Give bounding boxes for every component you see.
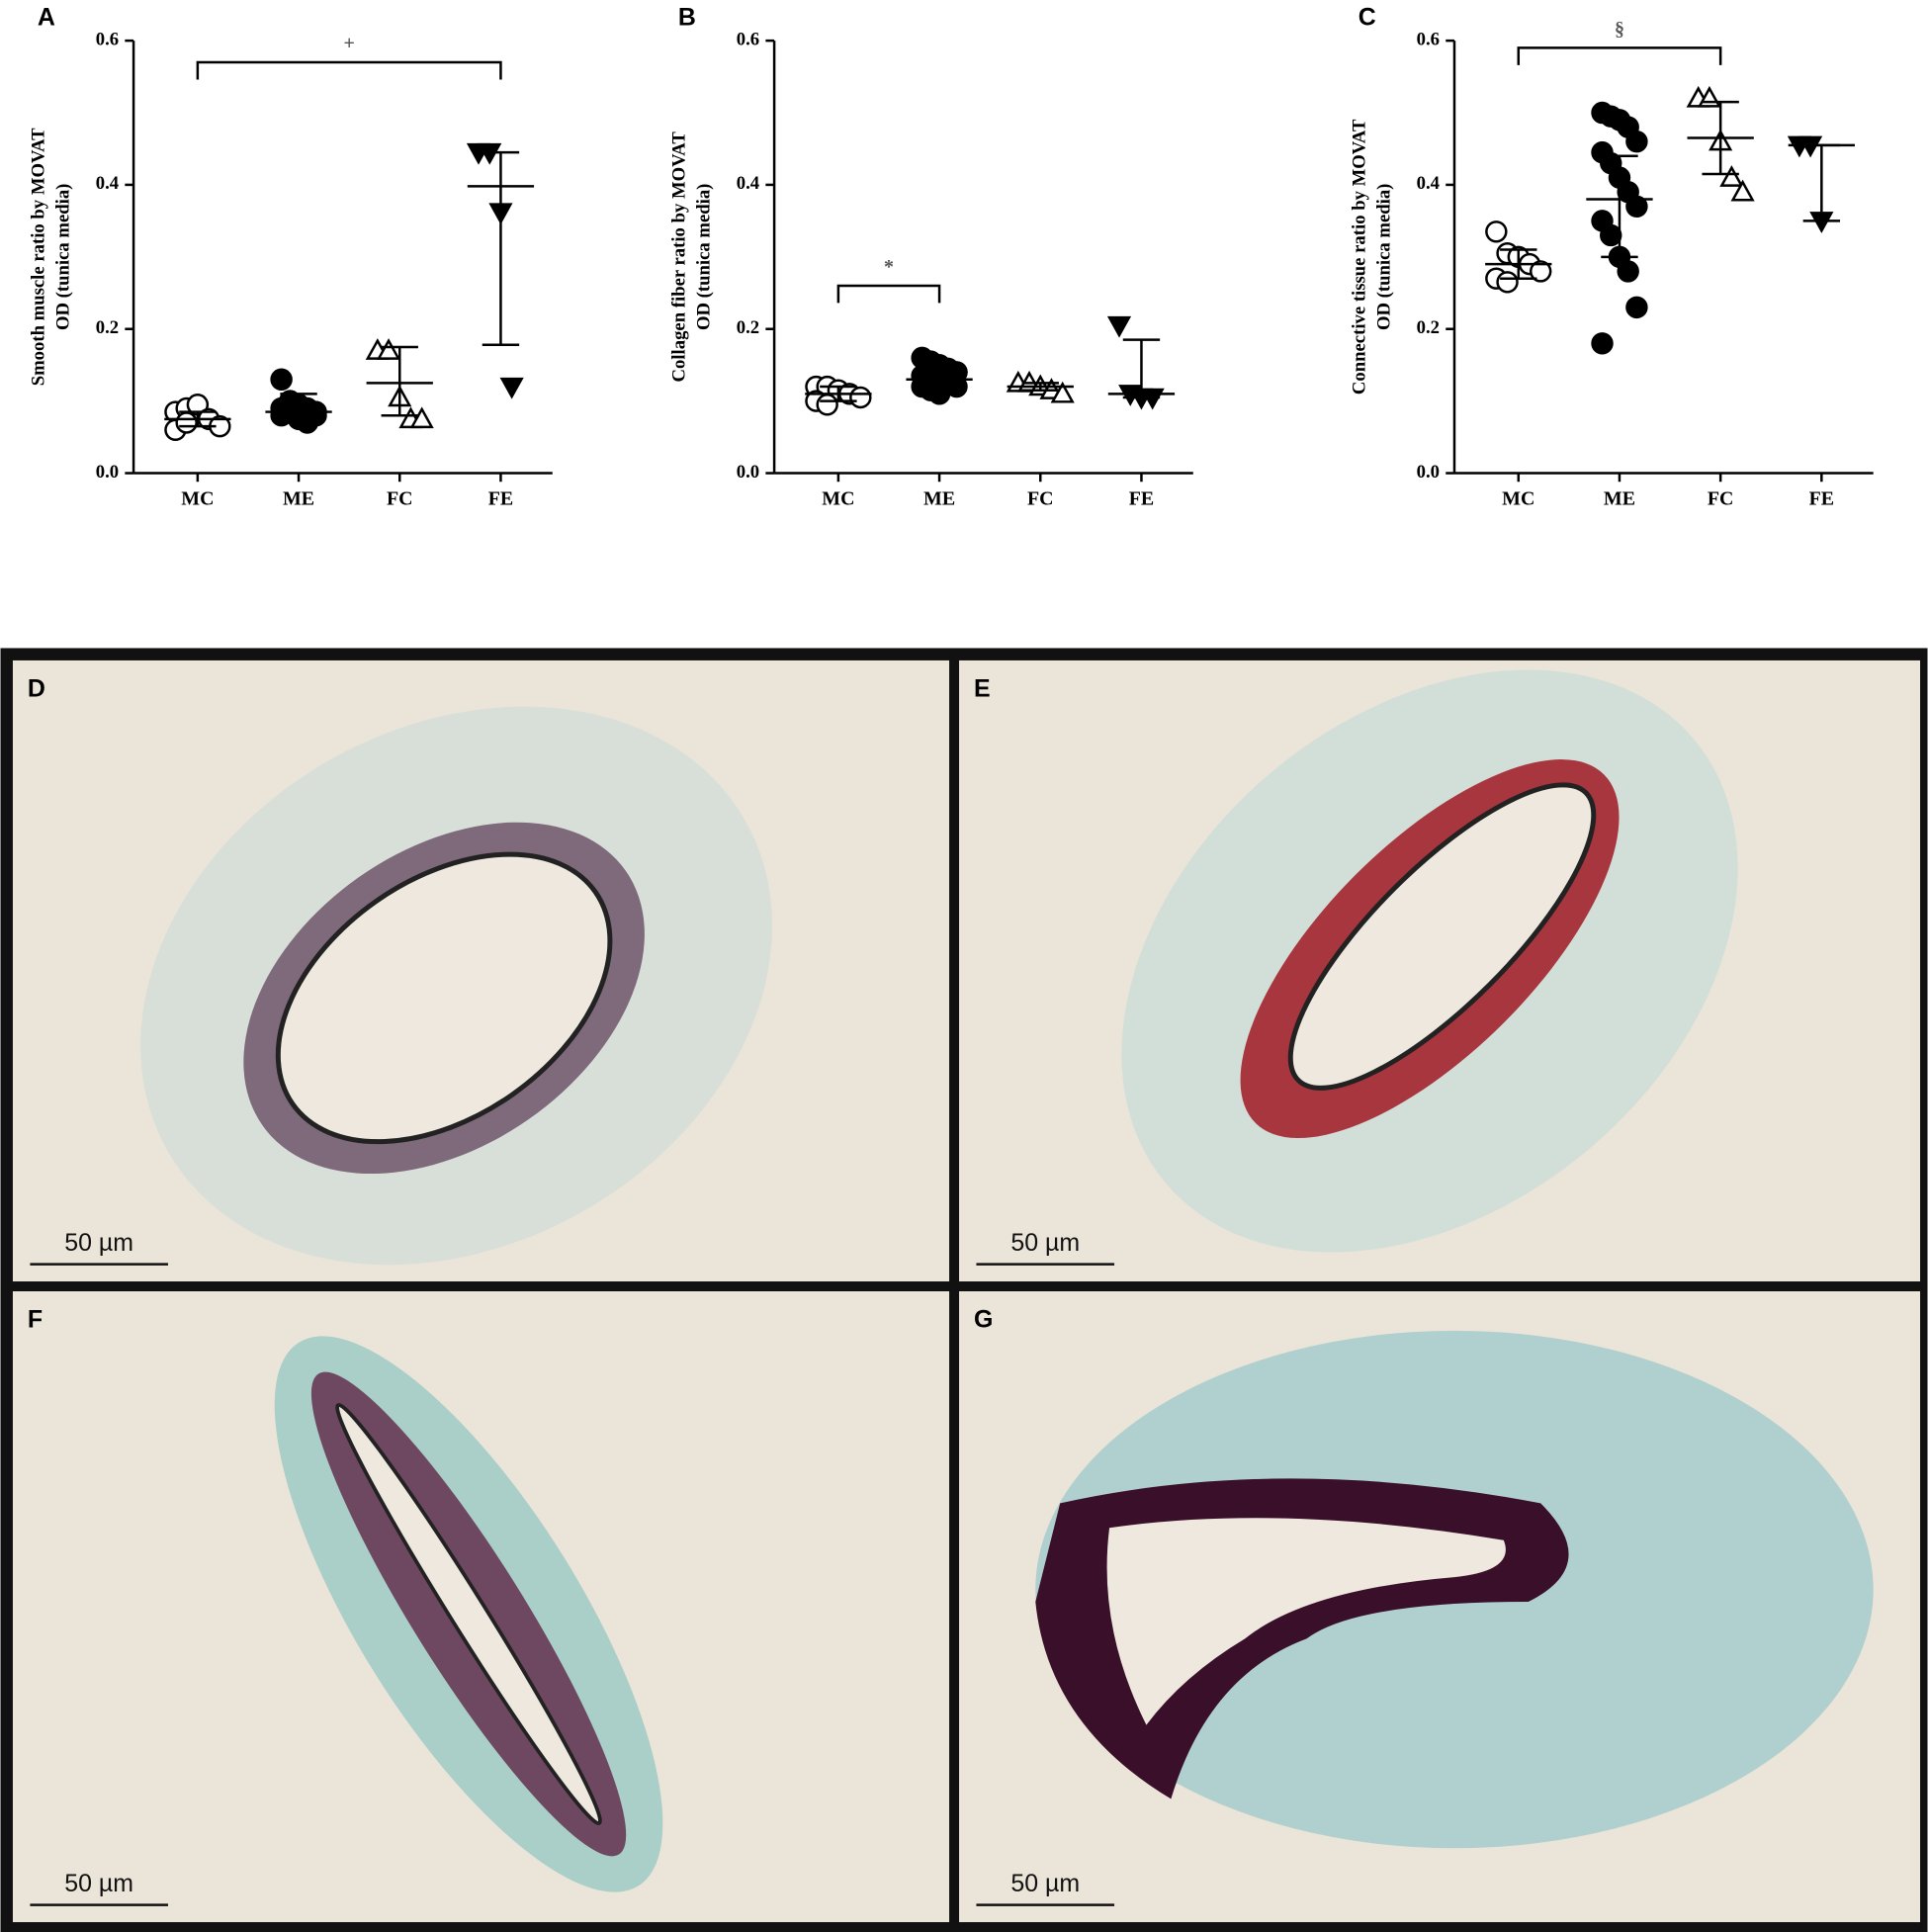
dot: [1719, 165, 1744, 187]
y-tick-label: 0.2: [1417, 317, 1440, 338]
scale-bar-label: 50 µm: [64, 1870, 133, 1897]
significance-bracket: [196, 60, 502, 80]
dot: [1591, 332, 1614, 355]
x-tick-label: FC: [1027, 488, 1054, 510]
significance-label: *: [884, 256, 894, 278]
panel-label: A: [38, 3, 55, 31]
x-tick-label: MC: [1502, 488, 1534, 510]
x-tick-label: ME: [1604, 488, 1635, 510]
x-tick-label: FE: [1809, 488, 1834, 510]
y-axis-label: Connective tissue ratio by MOVAT: [1350, 119, 1370, 395]
panel-d: [12, 659, 950, 1282]
significance-bracket: [1517, 46, 1722, 65]
dot: [1625, 130, 1648, 153]
y-tick-label: 0.6: [1417, 29, 1440, 49]
dot: [1730, 179, 1755, 202]
panel-label: C: [1358, 3, 1376, 31]
panel-e: [959, 659, 1921, 1282]
x-tick-label: FC: [387, 488, 413, 510]
significance-label: §: [1615, 19, 1624, 41]
panel-label: D: [28, 674, 45, 702]
dot: [816, 394, 838, 416]
significance-label: +: [343, 33, 354, 54]
panel-label: G: [974, 1305, 993, 1333]
dot: [1106, 315, 1132, 338]
y-axis-label: OD (tunica media): [53, 184, 74, 330]
panel-g: [959, 1290, 1921, 1923]
y-tick-label: 0.4: [1417, 173, 1440, 194]
dot: [409, 406, 434, 429]
x-tick-label: MC: [822, 488, 854, 510]
scale-bar-label: 50 µm: [64, 1229, 133, 1257]
y-tick-label: 0.6: [737, 29, 759, 49]
y-tick-label: 0.0: [96, 462, 119, 483]
x-tick-label: ME: [283, 488, 314, 510]
y-tick-label: 0.0: [1417, 462, 1440, 483]
dot: [849, 386, 872, 409]
dot: [1625, 296, 1648, 319]
dot: [175, 411, 198, 434]
x-tick-label: MC: [181, 488, 214, 510]
significance-bracket: [836, 284, 941, 304]
y-axis-label: OD (tunica media): [694, 184, 715, 330]
dot: [1529, 260, 1552, 283]
y-axis-label: Smooth muscle ratio by MOVAT: [29, 128, 49, 386]
y-tick-label: 0.6: [96, 29, 119, 49]
y-tick-label: 0.2: [737, 317, 759, 338]
y-tick-label: 0.2: [96, 317, 119, 338]
dot: [1625, 195, 1648, 219]
scale-bar-label: 50 µm: [1010, 1870, 1080, 1897]
x-tick-label: ME: [923, 488, 955, 510]
y-axis-label: Collagen fiber ratio by MOVAT: [669, 132, 690, 383]
x-tick-label: FE: [488, 488, 513, 510]
dot: [270, 368, 293, 391]
dot: [1050, 381, 1075, 403]
dot: [1496, 271, 1519, 294]
dot: [499, 377, 524, 399]
dot: [376, 338, 401, 360]
scale-bar-label: 50 µm: [1010, 1229, 1080, 1257]
dot: [1600, 223, 1622, 247]
x-tick-label: FC: [1708, 488, 1734, 510]
panel-label: F: [28, 1305, 43, 1333]
y-axis-label: OD (tunica media): [1373, 184, 1394, 330]
panel-f: [12, 1290, 950, 1923]
panel-label: B: [678, 3, 696, 31]
y-tick-label: 0.4: [737, 173, 759, 194]
y-tick-label: 0.0: [737, 462, 759, 483]
y-tick-label: 0.4: [96, 173, 119, 194]
dot: [1485, 220, 1508, 243]
x-tick-label: FE: [1129, 488, 1154, 510]
dot: [1617, 260, 1639, 283]
panel-label: E: [974, 674, 991, 702]
